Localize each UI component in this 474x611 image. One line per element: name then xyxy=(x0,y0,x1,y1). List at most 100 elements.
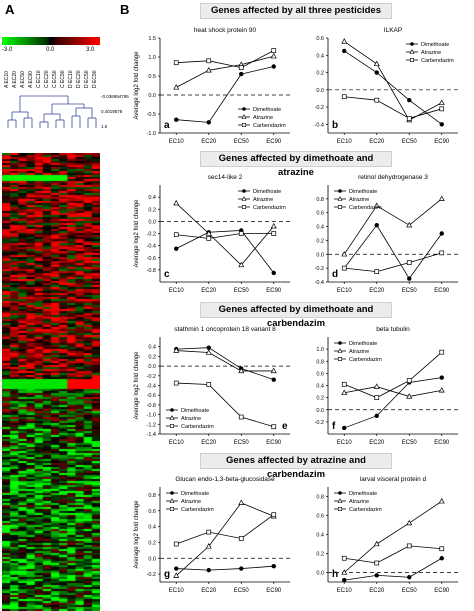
y-tick-label: -0.6 xyxy=(147,393,156,399)
dendrogram-value-3: 1.0 xyxy=(101,124,108,129)
series-line xyxy=(343,198,443,255)
legend-label: Atrazine xyxy=(349,499,369,505)
series-line xyxy=(176,514,274,545)
chart-title: Glucan endo-1,3-beta-glucosidase xyxy=(175,476,275,483)
data-point-carbendazim xyxy=(406,260,412,265)
chart-panel-letter: c xyxy=(164,269,170,280)
legend-label: Carbendazim xyxy=(349,357,382,363)
y-tick-label: 1.0 xyxy=(316,347,324,353)
data-point-dimethoate xyxy=(206,120,211,125)
x-tick-label: EC90 xyxy=(266,588,282,594)
data-point-dimethoate xyxy=(206,567,211,573)
legend-label: Carbendazim xyxy=(181,424,214,430)
data-point-carbendazim xyxy=(341,381,347,387)
legend-label: Carbendazim xyxy=(181,507,214,513)
panel-a-label: A xyxy=(5,2,15,17)
y-tick-label: -0.2 xyxy=(147,374,156,380)
x-tick-label: EC10 xyxy=(169,139,185,145)
data-point-carbendazim xyxy=(238,414,244,420)
legend-label: Atrazine xyxy=(421,50,441,56)
data-point-atrazine xyxy=(238,499,245,505)
chart-title: larval visceral protein d xyxy=(360,476,427,483)
y-tick-label: -0.2 xyxy=(315,105,324,111)
legend-label: Dimethoate xyxy=(253,189,281,195)
legend-label: Carbendazim xyxy=(253,205,286,211)
dendrogram-value-2: 0.4019578 xyxy=(101,109,123,114)
data-point-carbendazim xyxy=(173,541,179,547)
dendrogram-value-1: -0.036994785 xyxy=(101,94,129,99)
data-point-atrazine xyxy=(238,261,245,268)
x-tick-label: EC90 xyxy=(434,139,450,145)
data-point-dimethoate xyxy=(374,222,379,228)
series-line xyxy=(344,351,443,399)
legend-marker xyxy=(170,423,175,428)
data-point-dimethoate xyxy=(342,48,347,54)
y-tick-label: 0.6 xyxy=(316,371,324,377)
y-tick-label: -0.5 xyxy=(147,112,156,118)
data-point-dimethoate xyxy=(174,566,179,571)
data-point-dimethoate xyxy=(239,566,244,571)
y-tick-label: -0.8 xyxy=(147,268,156,274)
y-tick-label: 0.4 xyxy=(316,53,324,59)
legend-marker xyxy=(170,491,174,495)
data-point-atrazine xyxy=(341,389,348,395)
x-tick-label: EC50 xyxy=(402,440,418,446)
color-scale-bar xyxy=(2,37,100,45)
chart-panel-letter: a xyxy=(164,120,170,131)
legend-label: Dimethoate xyxy=(181,408,209,414)
x-tick-label: EC10 xyxy=(337,139,353,145)
x-tick-label: EC50 xyxy=(402,139,418,145)
y-tick-label: 0.6 xyxy=(316,514,324,520)
data-point-atrazine xyxy=(406,393,413,399)
data-point-carbendazim xyxy=(206,529,212,535)
y-tick-label: 0.8 xyxy=(316,495,324,501)
y-tick-label: 0.6 xyxy=(316,211,324,217)
data-point-carbendazim xyxy=(341,94,347,100)
y-tick-label: -0.2 xyxy=(147,232,156,238)
data-point-atrazine xyxy=(205,230,212,236)
x-tick-label: EC90 xyxy=(266,139,282,145)
data-point-atrazine xyxy=(373,383,380,389)
data-point-dimethoate xyxy=(439,122,444,127)
data-point-carbendazim xyxy=(406,115,412,121)
legend-marker xyxy=(169,415,175,420)
x-tick-label: EC20 xyxy=(201,440,217,446)
x-tick-label: EC90 xyxy=(434,588,450,594)
data-point-atrazine xyxy=(341,250,348,257)
data-point-dimethoate xyxy=(271,563,276,569)
y-tick-label: 0.0 xyxy=(148,556,156,562)
data-point-atrazine xyxy=(238,367,245,374)
y-tick-label: 0.2 xyxy=(316,396,324,402)
data-point-carbendazim xyxy=(374,560,380,566)
data-point-dimethoate xyxy=(407,575,412,580)
y-tick-label: 0.6 xyxy=(148,509,156,515)
y-tick-label: 1.5 xyxy=(148,36,156,42)
legend-marker xyxy=(410,42,414,46)
series-line xyxy=(343,500,442,573)
x-tick-label: EC20 xyxy=(369,288,385,294)
section-header-dimethoate-atrazine: Genes affected by dimethoate and atrazin… xyxy=(200,151,392,178)
legend-label: Carbendazim xyxy=(421,58,454,64)
x-tick-label: EC20 xyxy=(369,588,385,594)
data-point-atrazine xyxy=(438,497,445,504)
y-tick-label: -0.6 xyxy=(147,256,156,262)
data-point-dimethoate xyxy=(407,276,412,281)
series-line xyxy=(344,41,442,121)
data-point-carbendazim xyxy=(173,60,179,66)
legend-marker xyxy=(170,506,175,511)
legend-marker xyxy=(337,196,343,201)
data-point-carbendazim xyxy=(271,231,277,236)
y-axis-label: Average log2 fold change xyxy=(134,351,140,420)
y-tick-label: 0.0 xyxy=(148,219,156,225)
chart-panel-letter: g xyxy=(164,569,170,580)
x-tick-label: EC10 xyxy=(337,588,353,594)
data-point-dimethoate xyxy=(239,71,244,77)
y-tick-label: 0.4 xyxy=(316,533,324,539)
legend-marker xyxy=(241,196,247,201)
series-line xyxy=(176,350,274,372)
legend-marker xyxy=(242,107,246,111)
data-point-dimethoate xyxy=(439,556,444,561)
y-tick-label: 0.4 xyxy=(316,225,324,231)
chart-title: heat shock protein 90 xyxy=(194,27,257,34)
y-tick-label: -0.4 xyxy=(147,384,156,390)
